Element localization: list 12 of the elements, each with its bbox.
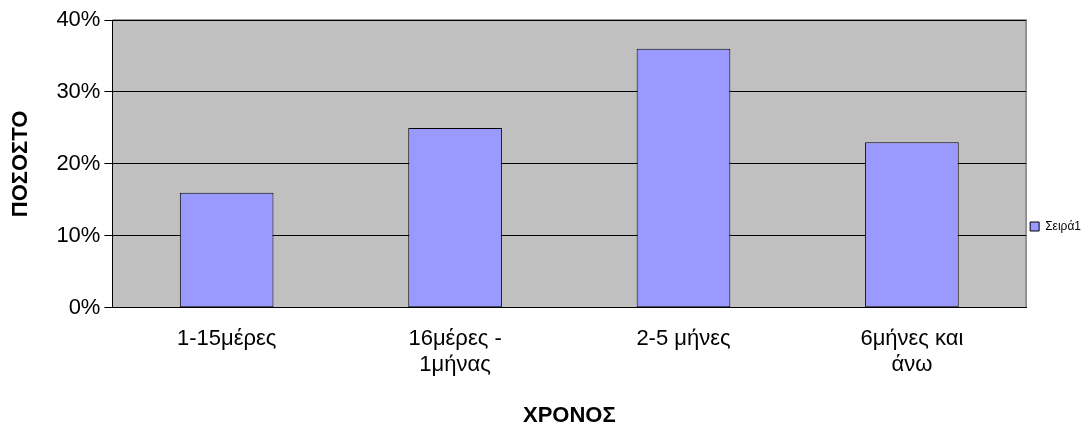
x-tick-label: 16μέρες - 1μήνας bbox=[408, 325, 502, 377]
y-tick-label: 30% bbox=[56, 78, 101, 104]
x-tick-label: 6μήνες και άνω bbox=[860, 325, 964, 377]
legend-label: Σειρά1 bbox=[1045, 218, 1082, 233]
x-tick-label: 2-5 μήνες bbox=[636, 325, 731, 351]
y-tick-label: 0% bbox=[68, 293, 101, 319]
x-tick-label: 1-15μέρες bbox=[176, 325, 277, 351]
y-tick-label: 40% bbox=[56, 6, 101, 32]
y-tick-label: 10% bbox=[56, 221, 101, 247]
y-axis-title: ΠΟΣΟΣΤΟ bbox=[7, 110, 33, 218]
x-axis-title: ΧΡΟΝΟΣ bbox=[522, 401, 616, 427]
y-tick-label: 20% bbox=[56, 149, 101, 175]
